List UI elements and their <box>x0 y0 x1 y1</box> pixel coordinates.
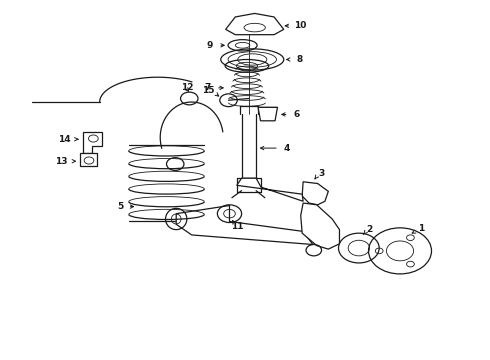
Polygon shape <box>301 203 340 249</box>
Text: 13: 13 <box>55 157 67 166</box>
Polygon shape <box>83 132 102 153</box>
Polygon shape <box>225 13 284 35</box>
Text: 1: 1 <box>418 224 424 233</box>
Text: 8: 8 <box>296 55 303 64</box>
Text: 7: 7 <box>204 84 211 93</box>
Polygon shape <box>258 107 277 121</box>
Text: 3: 3 <box>318 169 325 178</box>
Text: 5: 5 <box>118 202 123 211</box>
Text: 6: 6 <box>294 110 300 119</box>
Text: 11: 11 <box>231 222 244 231</box>
Text: 10: 10 <box>294 21 306 30</box>
Polygon shape <box>80 153 97 166</box>
Text: 4: 4 <box>284 144 291 153</box>
Text: 14: 14 <box>58 135 71 144</box>
Polygon shape <box>302 182 328 205</box>
Polygon shape <box>237 178 303 201</box>
Polygon shape <box>176 206 313 244</box>
Text: 9: 9 <box>207 41 213 50</box>
Text: 15: 15 <box>202 86 215 95</box>
Text: 2: 2 <box>366 225 372 234</box>
Text: 12: 12 <box>181 84 193 93</box>
